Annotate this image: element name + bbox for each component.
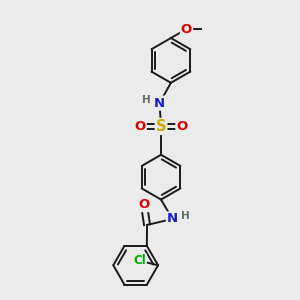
Text: N: N [154,97,165,110]
Text: S: S [156,119,166,134]
Text: O: O [181,22,192,36]
Text: Cl: Cl [133,254,146,267]
Text: O: O [134,120,146,133]
Text: N: N [167,212,178,226]
Text: H: H [142,94,151,104]
Text: O: O [138,198,150,211]
Text: O: O [176,120,188,133]
Text: H: H [181,211,190,221]
